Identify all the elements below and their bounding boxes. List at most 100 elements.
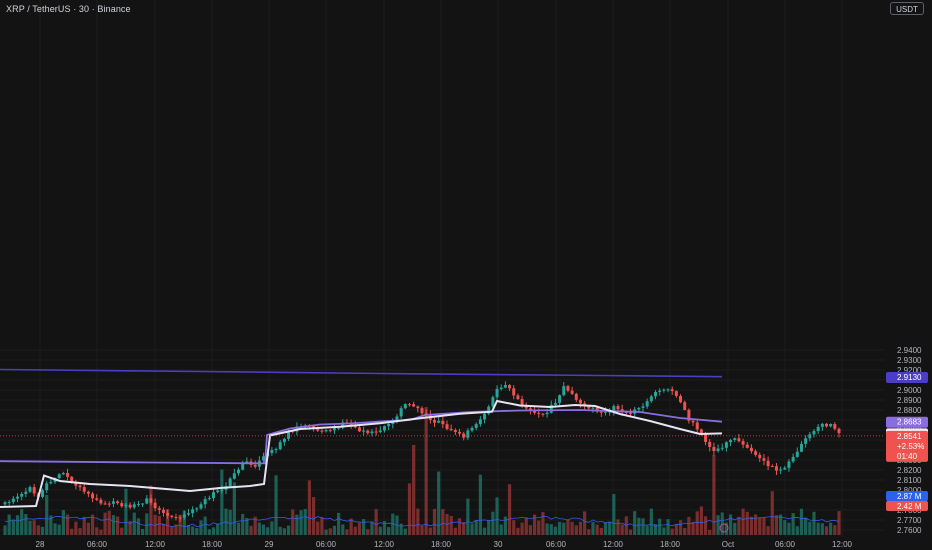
- candle-body: [812, 431, 816, 435]
- candle-body: [57, 474, 61, 479]
- time-tick-label: 28: [36, 540, 45, 549]
- currency-button[interactable]: USDT: [890, 2, 924, 15]
- candle-body: [645, 401, 649, 407]
- volume-bar: [687, 516, 691, 535]
- candle-body: [199, 504, 203, 509]
- volume-bar: [670, 528, 674, 535]
- volume-bar: [733, 522, 737, 535]
- candle-body: [737, 438, 741, 442]
- volume-bar: [216, 523, 220, 535]
- price-tick-label: 2.7700: [897, 516, 922, 525]
- volume-bar: [86, 522, 90, 535]
- volume-bar: [220, 469, 224, 535]
- price-tick-label: 2.8800: [897, 406, 922, 415]
- symbol-title[interactable]: XRP / TetherUS · 30 · Binance: [6, 4, 131, 14]
- volume-bar: [374, 509, 378, 535]
- volume-bar: [332, 525, 337, 535]
- candle-body: [766, 460, 770, 467]
- volume-bar: [416, 508, 420, 535]
- volume-bar: [420, 525, 424, 535]
- volume-bar: [203, 516, 207, 535]
- reset-icon[interactable]: [719, 523, 729, 533]
- candle-body: [670, 389, 674, 392]
- candle-body: [599, 411, 603, 413]
- volume-bar: [24, 514, 28, 535]
- candle-body: [70, 476, 74, 483]
- candle-body: [153, 502, 157, 509]
- candle-body: [749, 447, 753, 452]
- volume-bar: [516, 527, 520, 535]
- time-axis-bg[interactable]: [0, 537, 932, 550]
- volume-bar: [424, 407, 428, 535]
- volume-bar: [124, 488, 128, 535]
- volume-bar: [699, 506, 703, 535]
- last-price-label-bg: [886, 430, 928, 462]
- candle-body: [170, 515, 174, 517]
- time-tick-label: 18:00: [202, 540, 223, 549]
- candle-body: [337, 427, 341, 429]
- volume-bar: [90, 514, 95, 535]
- volume-bar: [99, 529, 103, 535]
- candle-body: [616, 406, 620, 410]
- volume-bar: [320, 517, 324, 535]
- volume-bar: [111, 515, 116, 535]
- volume-bar: [558, 521, 562, 535]
- volume-bar: [570, 521, 574, 535]
- candle-body: [116, 501, 120, 504]
- volume-bar: [587, 529, 591, 535]
- ma-long-line: [0, 368, 723, 378]
- candle-body: [278, 442, 282, 450]
- volume-bar: [549, 524, 553, 535]
- candle-body: [420, 408, 424, 414]
- volume-bar: [633, 511, 637, 535]
- volume-bar: [170, 526, 174, 535]
- volume-bar: [32, 520, 36, 535]
- candle-body: [178, 517, 182, 519]
- candle-body: [41, 490, 45, 497]
- volume-bar: [241, 513, 245, 535]
- candle-body: [808, 434, 812, 439]
- vwap-line: [0, 399, 723, 508]
- volume-bar: [645, 525, 649, 535]
- candle-body: [466, 430, 470, 438]
- candle-body: [95, 498, 99, 500]
- volume-bar: [11, 519, 15, 535]
- volume-bar: [491, 511, 495, 535]
- volume-bars: [3, 407, 841, 535]
- volume-bar: [599, 527, 603, 535]
- candle-body: [120, 503, 124, 507]
- candle-body: [512, 388, 516, 396]
- candle-body: [499, 387, 503, 389]
- volume-bar: [174, 524, 178, 535]
- volume-bar: [612, 494, 616, 535]
- time-tick-label: 12:00: [374, 540, 395, 549]
- volume-bar: [186, 524, 191, 535]
- volume-bar: [812, 511, 816, 535]
- volume-bar: [487, 520, 491, 535]
- volume-bar: [608, 521, 612, 535]
- time-tick-label: 06:00: [775, 540, 796, 549]
- price-tick-label: 2.8900: [897, 396, 922, 405]
- candle-body: [28, 487, 32, 492]
- candle-body: [216, 490, 220, 493]
- volume-bar: [583, 511, 587, 535]
- candle-body: [332, 427, 336, 431]
- volume-bar: [595, 524, 599, 535]
- volume-bar: [349, 518, 353, 535]
- candle-body: [741, 441, 745, 445]
- price-tick-label: 2.9300: [897, 356, 922, 365]
- volume-bar: [57, 524, 61, 535]
- candle-body: [191, 509, 195, 514]
- time-tick-label: 06:00: [316, 540, 337, 549]
- candle-body: [520, 399, 524, 406]
- volume-bar: [107, 510, 111, 535]
- volume-bar: [641, 518, 645, 535]
- volume-bar: [653, 523, 658, 535]
- candle-body: [86, 491, 90, 494]
- candle-body: [111, 501, 115, 504]
- time-tick-label: 30: [494, 540, 503, 549]
- candle-body: [553, 402, 557, 405]
- candle-body: [124, 504, 128, 507]
- volume-bar: [370, 521, 374, 535]
